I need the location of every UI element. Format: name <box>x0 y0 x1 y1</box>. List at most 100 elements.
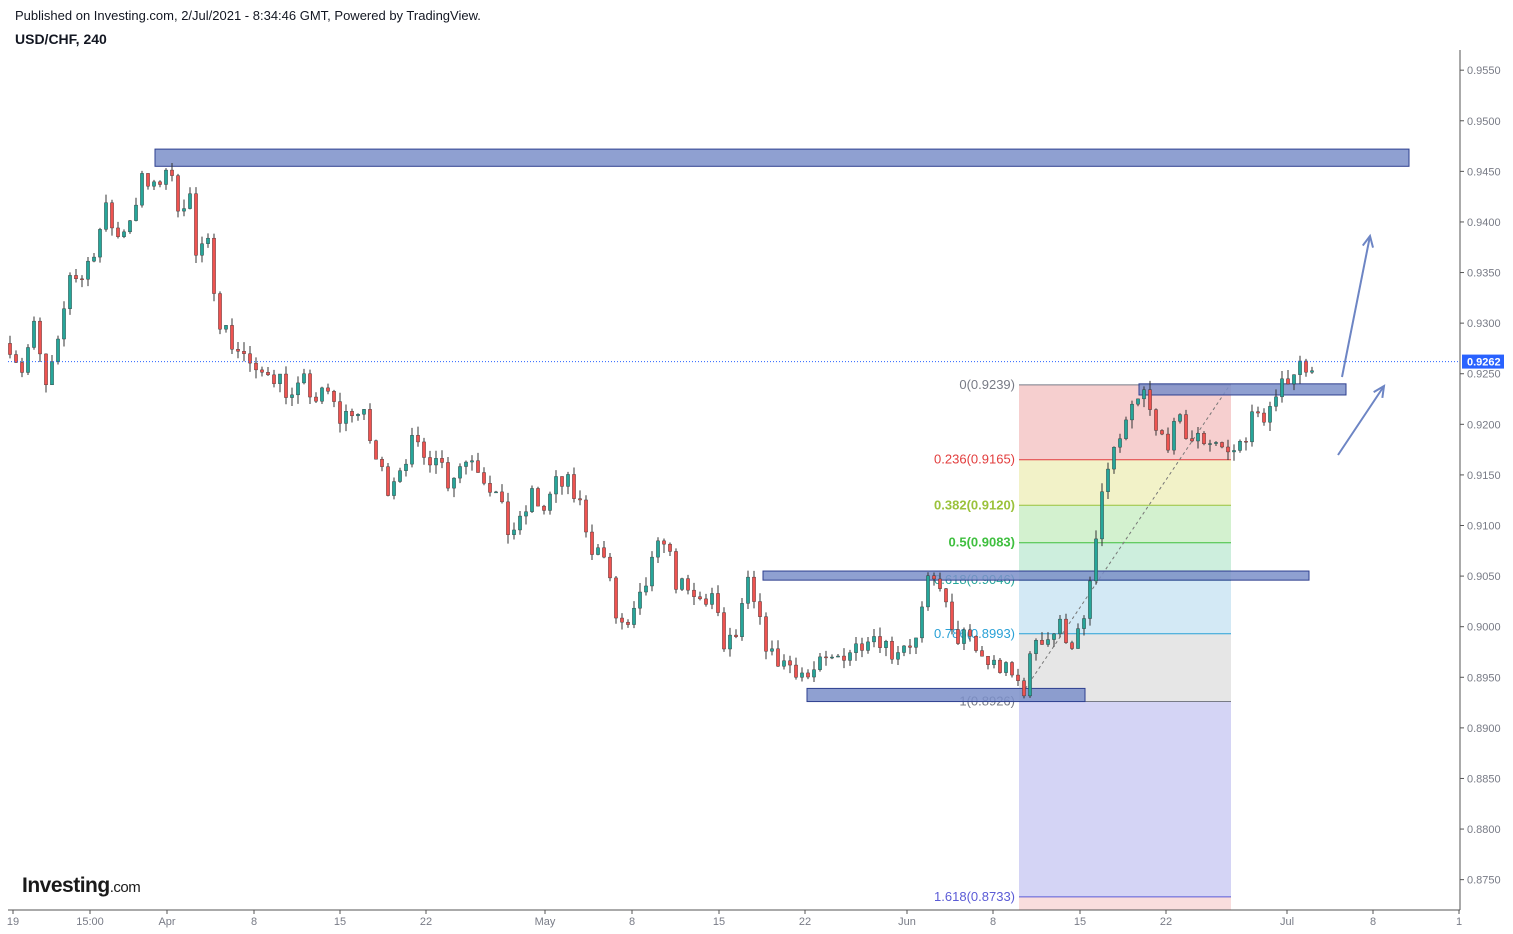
candle-down <box>614 577 618 619</box>
candle-down <box>266 372 270 376</box>
candle-up <box>512 529 516 535</box>
support-zone-0.8930 <box>806 687 1086 703</box>
candle-up <box>92 256 96 262</box>
fibonacci-retracement[interactable]: 0(0.9239) 0.236(0.9165) 0.382(0.9120) 0.5(0… <box>934 377 1231 910</box>
candle-down <box>584 499 588 533</box>
candle-down <box>482 472 486 484</box>
candle-up <box>188 193 192 209</box>
candle-down <box>476 460 480 473</box>
fib-level-label: 0.382(0.9120) <box>934 497 1015 512</box>
candle-down <box>248 353 252 364</box>
candle-up <box>992 659 996 665</box>
x-tick-label: 22 <box>420 916 432 928</box>
investing-logo: Investing.com <box>22 874 141 898</box>
candle-down <box>1148 389 1152 410</box>
candle-down <box>974 636 978 651</box>
candle-down <box>14 354 18 363</box>
candle-up <box>1076 628 1080 649</box>
candle-up <box>290 394 294 398</box>
candle-down <box>956 629 960 644</box>
zones-layer <box>154 148 1410 703</box>
candle-up <box>530 488 534 512</box>
candle-up <box>98 229 102 258</box>
candle-up <box>470 460 474 463</box>
fib-band-below <box>1019 896 1231 910</box>
breakout-zone-0.9235 <box>1138 383 1347 396</box>
candle-down <box>722 612 726 650</box>
candle-up <box>398 470 402 482</box>
candle-down <box>1022 680 1026 697</box>
upward-arrow-long[interactable] <box>1341 233 1374 378</box>
candle-up <box>770 648 774 652</box>
candle-down <box>416 435 420 443</box>
candle-down <box>176 175 180 212</box>
upward-arrow-short[interactable] <box>1337 384 1386 456</box>
candle-up <box>302 373 306 384</box>
candle-up <box>494 491 498 494</box>
candle-up <box>56 338 60 363</box>
candle-down <box>944 588 948 603</box>
candle-down <box>704 598 708 605</box>
arrow-shaft <box>1337 385 1385 456</box>
y-tick-label: 0.9300 <box>1467 318 1501 330</box>
candle-up <box>830 656 834 659</box>
candle-up <box>1034 640 1038 654</box>
candle-up <box>1028 653 1032 697</box>
candle-down <box>284 373 288 398</box>
candle-down <box>1040 640 1044 645</box>
last-price-value: 0.9262 <box>1467 357 1501 369</box>
candle-down <box>860 643 864 651</box>
candle-down <box>308 373 312 398</box>
candle-up <box>920 606 924 639</box>
candle-down <box>1184 414 1188 439</box>
candle-down <box>980 650 984 657</box>
candle-down <box>500 491 504 503</box>
x-tick-label: May <box>535 916 556 928</box>
y-tick-label: 0.9050 <box>1467 571 1501 583</box>
candle-up <box>812 669 816 678</box>
candle-down <box>440 458 444 463</box>
logo-brand: Investing <box>22 874 110 897</box>
candle-up <box>1238 441 1242 451</box>
candle-up <box>1274 396 1278 407</box>
x-tick-label: 8 <box>1370 916 1376 928</box>
candle-down <box>908 645 912 648</box>
support-zone-0.9050 <box>762 570 1310 581</box>
resistance-zone-top <box>154 148 1410 167</box>
x-tick-label: Jul <box>1280 916 1294 928</box>
candle-up <box>206 237 210 244</box>
candle-down <box>20 362 24 373</box>
candle-down <box>1190 438 1194 442</box>
x-tick-label: 15:00 <box>76 916 104 928</box>
candle-up <box>836 655 840 658</box>
x-tick-label: 15 <box>334 916 346 928</box>
candle-down <box>488 483 492 493</box>
candle-down <box>338 401 342 424</box>
candle-up <box>1100 491 1104 540</box>
drawings-layer[interactable] <box>8 233 1460 456</box>
candle-up <box>710 593 714 605</box>
candle-down <box>986 655 990 665</box>
candle-up <box>1250 411 1254 443</box>
y-tick-label: 0.9550 <box>1467 65 1501 77</box>
candle-down <box>1304 360 1308 373</box>
candle-up <box>902 645 906 653</box>
candle-down <box>350 411 354 417</box>
candle-up <box>392 481 396 496</box>
candle-down <box>218 293 222 330</box>
candle-down <box>110 202 114 229</box>
candle-down <box>1202 433 1206 445</box>
candle-up <box>524 511 528 517</box>
candle-down <box>242 351 246 354</box>
arrow-shaft <box>1341 235 1371 378</box>
axes-layer: 0.9550 0.9500 0.9450 0.9400 0.9350 0.9300 0.92… <box>7 50 1504 928</box>
candle-down <box>254 362 258 371</box>
candle-up <box>884 641 888 648</box>
candle-up <box>554 476 558 495</box>
candle-up <box>1112 446 1116 470</box>
candle-down <box>236 349 240 352</box>
logo-suffix: .com <box>109 879 141 896</box>
candle-down <box>716 593 720 613</box>
candle-down <box>536 488 540 507</box>
